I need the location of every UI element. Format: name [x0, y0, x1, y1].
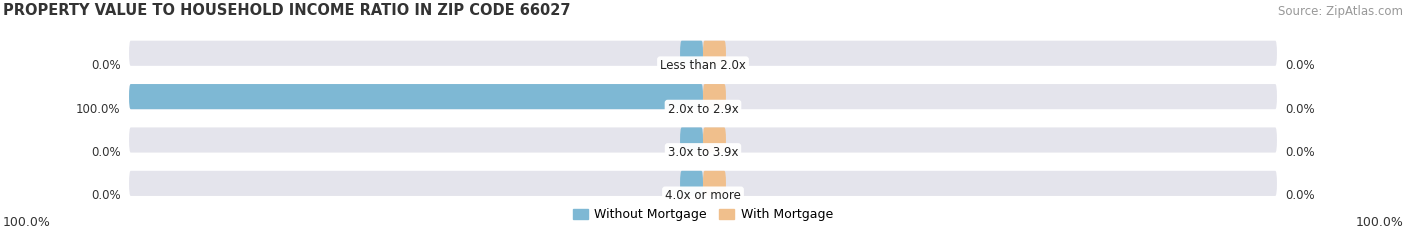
Text: 0.0%: 0.0%	[91, 146, 121, 159]
Text: Source: ZipAtlas.com: Source: ZipAtlas.com	[1278, 5, 1403, 18]
FancyBboxPatch shape	[129, 171, 1277, 196]
FancyBboxPatch shape	[681, 171, 703, 196]
FancyBboxPatch shape	[129, 127, 1277, 153]
Text: 0.0%: 0.0%	[1285, 59, 1315, 72]
FancyBboxPatch shape	[129, 84, 1277, 109]
Text: 100.0%: 100.0%	[76, 103, 121, 116]
FancyBboxPatch shape	[703, 127, 725, 153]
FancyBboxPatch shape	[129, 84, 703, 109]
Text: 100.0%: 100.0%	[1355, 216, 1403, 229]
Text: 3.0x to 3.9x: 3.0x to 3.9x	[668, 146, 738, 159]
Text: PROPERTY VALUE TO HOUSEHOLD INCOME RATIO IN ZIP CODE 66027: PROPERTY VALUE TO HOUSEHOLD INCOME RATIO…	[3, 3, 571, 18]
Text: 0.0%: 0.0%	[1285, 103, 1315, 116]
Text: 0.0%: 0.0%	[1285, 146, 1315, 159]
Text: 4.0x or more: 4.0x or more	[665, 189, 741, 202]
Text: Less than 2.0x: Less than 2.0x	[659, 59, 747, 72]
Text: 0.0%: 0.0%	[91, 59, 121, 72]
FancyBboxPatch shape	[681, 127, 703, 153]
Text: 0.0%: 0.0%	[91, 189, 121, 202]
Text: 100.0%: 100.0%	[3, 216, 51, 229]
FancyBboxPatch shape	[703, 41, 725, 66]
FancyBboxPatch shape	[703, 171, 725, 196]
Text: 0.0%: 0.0%	[1285, 189, 1315, 202]
FancyBboxPatch shape	[129, 41, 1277, 66]
FancyBboxPatch shape	[681, 41, 703, 66]
Text: 2.0x to 2.9x: 2.0x to 2.9x	[668, 103, 738, 116]
Legend: Without Mortgage, With Mortgage: Without Mortgage, With Mortgage	[568, 203, 838, 226]
FancyBboxPatch shape	[703, 84, 725, 109]
